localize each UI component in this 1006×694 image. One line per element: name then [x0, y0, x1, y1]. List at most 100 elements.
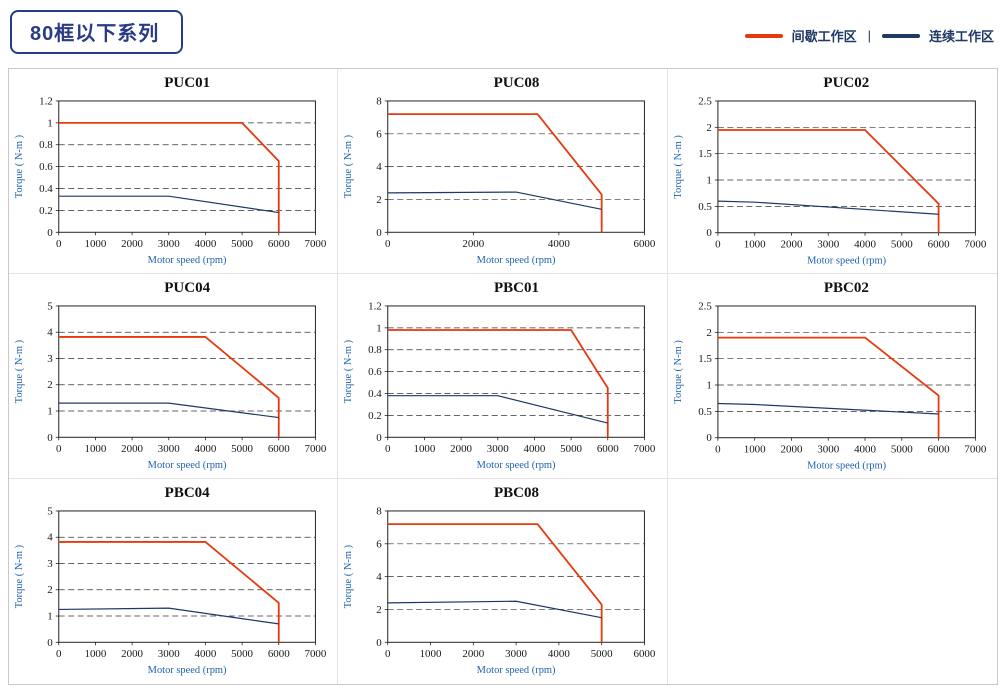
svg-text:7000: 7000 [304, 238, 326, 250]
legend: 间歇工作区 | 连续工作区 [744, 26, 994, 45]
chart-canvas: 0 0.5 1 1.5 2 2.5 0 1000 2000 3000 4000 5000 6000 700… [673, 95, 987, 267]
svg-text:2: 2 [377, 194, 382, 206]
svg-text:2: 2 [47, 379, 52, 391]
svg-text:0: 0 [47, 637, 53, 649]
svg-text:1.2: 1.2 [368, 300, 382, 312]
svg-text:3000: 3000 [158, 648, 180, 660]
chart-canvas-host: 0 1 2 3 4 5 0 1000 2000 3000 4000 5000 6000 7000 Motor… [9, 503, 337, 682]
chart-canvas: 0 0.5 1 1.5 2 2.5 0 1000 2000 3000 4000 5000 6000 700… [673, 300, 987, 472]
svg-text:0.2: 0.2 [368, 410, 382, 422]
svg-text:1: 1 [377, 322, 382, 334]
svg-text:1000: 1000 [414, 443, 436, 455]
svg-text:4000: 4000 [854, 444, 876, 456]
chart-canvas: 0 2 4 6 8 0 1000 2000 3000 4000 5000 6000 Motor spee… [343, 505, 656, 676]
chart-title: PBC04 [164, 485, 210, 501]
svg-text:0: 0 [706, 432, 712, 444]
svg-text:1: 1 [47, 611, 52, 623]
svg-text:3: 3 [47, 353, 53, 365]
svg-text:4000: 4000 [548, 238, 570, 250]
svg-text:4: 4 [377, 571, 383, 583]
svg-text:2000: 2000 [121, 648, 143, 660]
chart-canvas: 0 1 2 3 4 5 0 1000 2000 3000 4000 5000 6000 7000 Motor… [14, 300, 327, 471]
legend-label-continuous: 连续工作区 [928, 29, 994, 44]
svg-text:5000: 5000 [231, 238, 253, 250]
svg-text:Torque ( N-m ): Torque ( N-m ) [343, 544, 354, 608]
svg-text:2: 2 [377, 604, 382, 616]
svg-text:Torque ( N-m ): Torque ( N-m ) [343, 134, 354, 198]
chart-title: PUC02 [823, 75, 870, 91]
svg-text:1000: 1000 [420, 648, 442, 660]
svg-text:Motor speed (rpm): Motor speed (rpm) [807, 256, 887, 267]
svg-text:1000: 1000 [84, 648, 106, 660]
chart-canvas-host: 0 2 4 6 8 0 1000 2000 3000 4000 5000 6000 Motor spee… [338, 503, 666, 682]
svg-text:2000: 2000 [463, 238, 485, 250]
svg-text:7000: 7000 [964, 239, 986, 251]
svg-text:0: 0 [377, 637, 383, 649]
svg-text:4000: 4000 [194, 238, 216, 250]
svg-text:2000: 2000 [450, 443, 472, 455]
chart-title: PUC04 [164, 280, 211, 296]
svg-text:4: 4 [47, 327, 53, 339]
svg-text:2.5: 2.5 [698, 95, 712, 107]
svg-text:4000: 4000 [548, 648, 570, 660]
svg-text:3000: 3000 [487, 443, 509, 455]
chart-canvas-host: 0 0.5 1 1.5 2 2.5 0 1000 2000 3000 4000 5000 6000 700… [668, 93, 997, 273]
chart-cell-puc08: PUC08 0 2 4 6 8 0 2000 4000 6000 Motor speed (rpm… [338, 69, 668, 274]
svg-text:0.4: 0.4 [39, 183, 53, 195]
chart-canvas-host: 0 1 2 3 4 5 0 1000 2000 3000 4000 5000 6000 7000 Motor… [9, 298, 337, 477]
svg-text:0: 0 [706, 227, 712, 239]
svg-text:Motor speed (rpm): Motor speed (rpm) [807, 461, 887, 472]
svg-text:6000: 6000 [927, 444, 949, 456]
svg-text:1: 1 [706, 380, 711, 392]
svg-text:0.6: 0.6 [368, 366, 382, 378]
svg-text:4: 4 [47, 532, 53, 544]
svg-text:1: 1 [47, 406, 52, 418]
svg-text:0: 0 [715, 239, 721, 251]
svg-text:Torque ( N-m ): Torque ( N-m ) [343, 339, 354, 403]
svg-text:3: 3 [47, 558, 53, 570]
svg-text:7000: 7000 [304, 443, 326, 455]
chart-grid: PUC01 0 0.2 0.4 0.6 0.8 1 1.2 0 1000 2000 3000 4000… [8, 68, 998, 685]
chart-cell-puc01: PUC01 0 0.2 0.4 0.6 0.8 1 1.2 0 1000 2000 3000 4000… [9, 69, 339, 274]
chart-title: PUC01 [164, 75, 211, 91]
svg-text:Torque ( N-m ): Torque ( N-m ) [14, 544, 25, 608]
svg-text:5000: 5000 [560, 443, 582, 455]
svg-text:0: 0 [385, 238, 391, 250]
svg-text:Motor speed (rpm): Motor speed (rpm) [477, 255, 556, 266]
svg-text:8: 8 [377, 95, 383, 107]
svg-text:0.8: 0.8 [39, 139, 53, 151]
chart-title: PUC08 [493, 75, 540, 91]
chart-canvas-host: 0 2 4 6 8 0 2000 4000 6000 Motor speed (rpm) Torqu… [338, 93, 666, 272]
svg-text:Motor speed (rpm): Motor speed (rpm) [477, 665, 556, 676]
svg-text:1.5: 1.5 [698, 148, 712, 160]
svg-text:6000: 6000 [268, 648, 290, 660]
svg-text:6000: 6000 [268, 443, 290, 455]
chart-canvas: 0 1 2 3 4 5 0 1000 2000 3000 4000 5000 6000 7000 Motor… [14, 505, 327, 676]
svg-text:Torque ( N-m ): Torque ( N-m ) [14, 339, 25, 403]
chart-canvas-host: 0 0.5 1 1.5 2 2.5 0 1000 2000 3000 4000 5000 6000 700… [668, 298, 997, 478]
svg-text:Motor speed (rpm): Motor speed (rpm) [148, 665, 227, 676]
svg-text:6000: 6000 [597, 443, 619, 455]
svg-text:8: 8 [377, 505, 383, 517]
page-header: 80框以下系列 间歇工作区 | 连续工作区 [0, 0, 1006, 68]
chart-canvas-host: 0 0.2 0.4 0.6 0.8 1 1.2 0 1000 2000 3000 4000 5000 60… [9, 93, 337, 272]
svg-text:1000: 1000 [743, 444, 765, 456]
chart-title: PBC01 [493, 280, 539, 296]
svg-text:4000: 4000 [194, 648, 216, 660]
chart-cell-pbc04: PBC04 0 1 2 3 4 5 0 1000 2000 3000 4000 5000 6000 700… [9, 479, 339, 684]
svg-text:Torque ( N-m ): Torque ( N-m ) [14, 134, 25, 198]
svg-text:2: 2 [47, 584, 52, 596]
chart-cell-puc04: PUC04 0 1 2 3 4 5 0 1000 2000 3000 4000 5000 6000 700… [9, 274, 339, 479]
svg-text:0: 0 [377, 432, 383, 444]
chart-canvas: 0 0.2 0.4 0.6 0.8 1 1.2 0 1000 2000 3000 4000 5000 60… [343, 300, 656, 471]
page-title: 80框以下系列 [30, 23, 160, 45]
svg-text:7000: 7000 [304, 648, 326, 660]
svg-text:3000: 3000 [158, 238, 180, 250]
svg-text:0: 0 [56, 238, 62, 250]
svg-text:6000: 6000 [634, 238, 656, 250]
svg-text:0: 0 [47, 227, 53, 239]
chart-title: PBC02 [823, 280, 869, 296]
svg-text:0: 0 [385, 648, 391, 660]
chart-canvas: 0 2 4 6 8 0 2000 4000 6000 Motor speed (rpm) Torqu… [343, 95, 656, 266]
svg-text:3000: 3000 [158, 443, 180, 455]
